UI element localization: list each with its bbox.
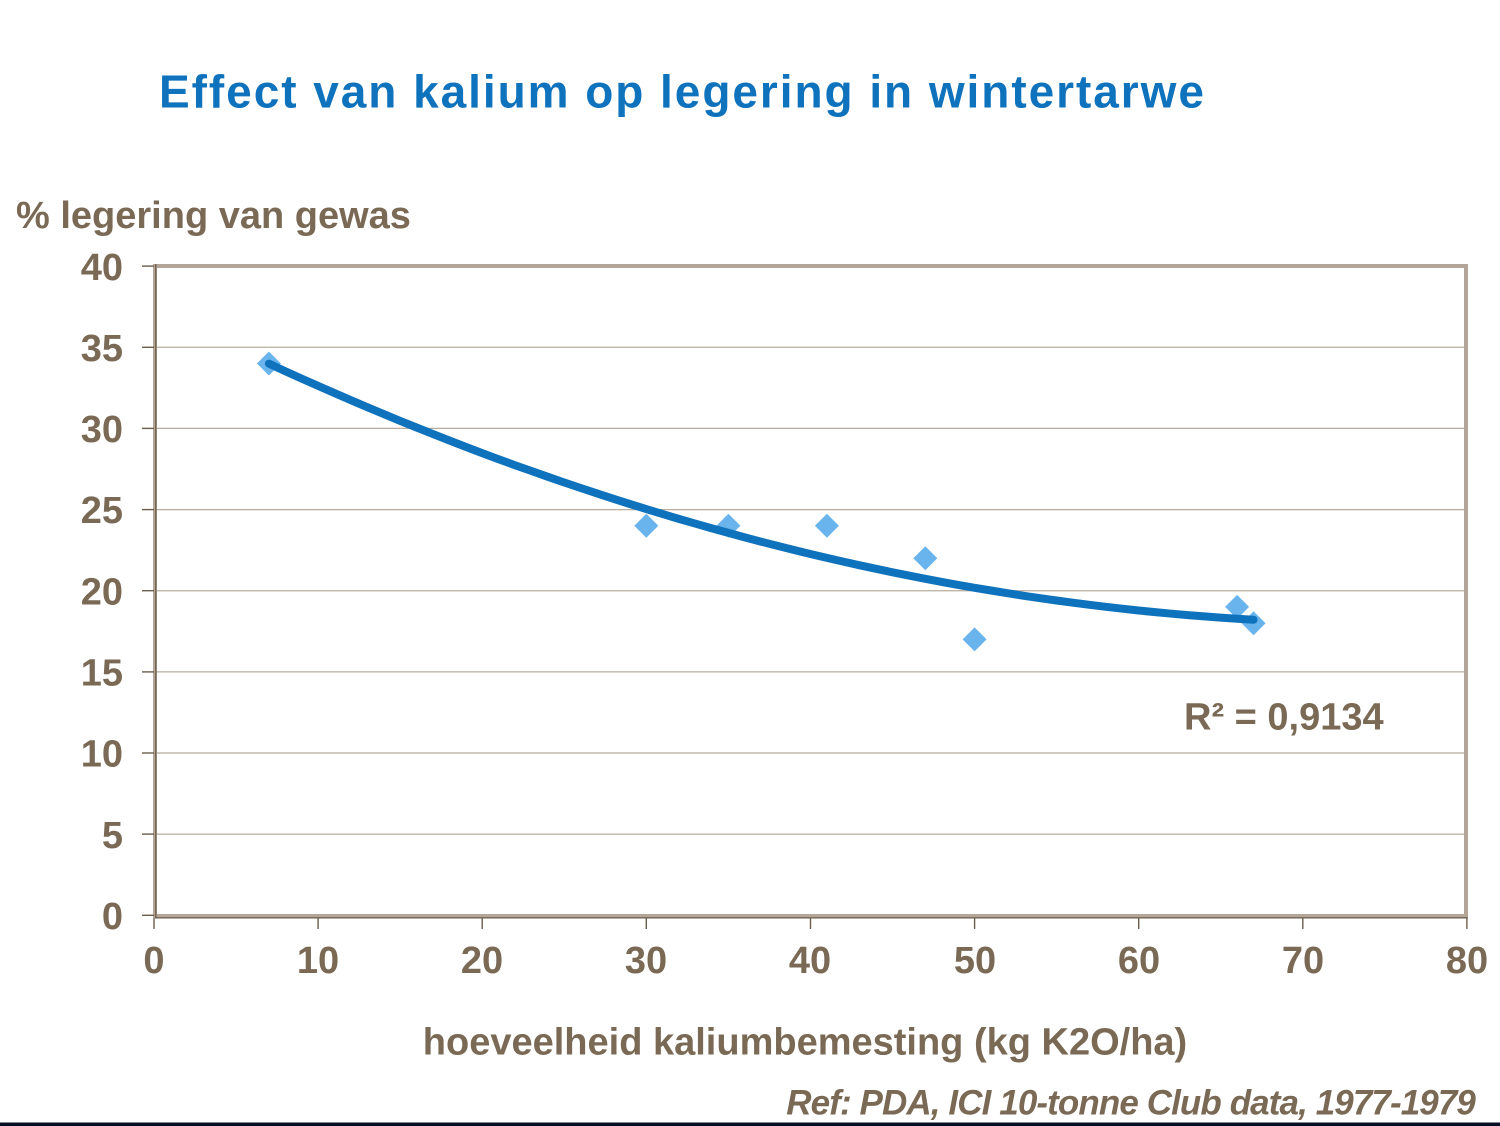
svg-text:30: 30	[625, 940, 667, 982]
svg-text:% legering van gewas: % legering van gewas	[16, 195, 411, 237]
svg-text:10: 10	[81, 734, 123, 776]
svg-text:R² = 0,9134: R² = 0,9134	[1184, 697, 1384, 739]
svg-text:15: 15	[81, 653, 123, 695]
svg-text:Ref: PDA, ICI 10-tonne Club da: Ref: PDA, ICI 10-tonne Club data, 1977-1…	[786, 1084, 1476, 1123]
svg-text:80: 80	[1446, 940, 1488, 982]
svg-text:60: 60	[1118, 940, 1160, 982]
svg-text:0: 0	[102, 896, 123, 938]
svg-text:20: 20	[461, 940, 503, 982]
svg-text:35: 35	[81, 328, 123, 370]
svg-text:40: 40	[81, 247, 123, 289]
svg-text:30: 30	[81, 409, 123, 451]
svg-text:70: 70	[1282, 940, 1324, 982]
svg-text:25: 25	[81, 490, 123, 532]
svg-text:Effect van kalium op legering: Effect van kalium op legering in wintert…	[159, 66, 1206, 118]
svg-text:5: 5	[102, 815, 123, 857]
svg-text:50: 50	[954, 940, 996, 982]
svg-text:40: 40	[789, 940, 831, 982]
svg-text:0: 0	[143, 940, 164, 982]
svg-text:20: 20	[81, 571, 123, 613]
svg-text:10: 10	[297, 940, 339, 982]
svg-text:hoeveelheid kaliumbemesting (k: hoeveelheid kaliumbemesting (kg K2O/ha)	[423, 1022, 1187, 1064]
